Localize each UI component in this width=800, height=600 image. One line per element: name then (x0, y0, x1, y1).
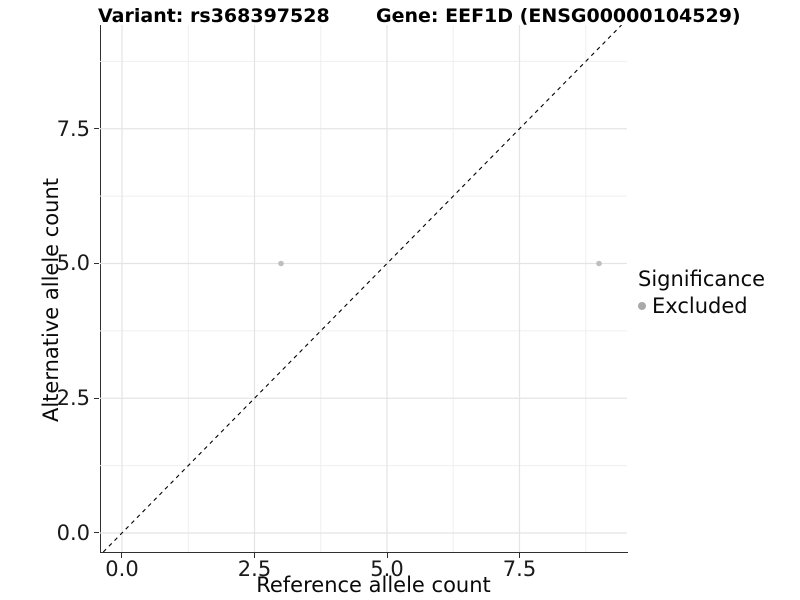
y-tick-label: 2.5 (56, 386, 90, 411)
y-tick-label: 7.5 (56, 116, 90, 141)
y-tick-label: 0.0 (56, 520, 90, 545)
x-tick-mark (519, 553, 520, 558)
legend-title: Significance (638, 267, 766, 291)
y-tick-mark (94, 262, 99, 264)
x-tick-label: 0.0 (105, 557, 139, 581)
legend-key-dot (638, 302, 646, 310)
plot-canvas (100, 25, 627, 552)
data-point (596, 260, 602, 267)
legend: Significance Excluded (638, 267, 765, 318)
x-tick-mark (121, 553, 123, 558)
y-tick-mark (94, 397, 99, 399)
x-tick-label: 7.5 (502, 557, 537, 581)
gene-title: Gene: EEF1D (ENSG00000104529) (376, 5, 741, 27)
legend-item-label: Excluded (652, 294, 748, 318)
y-tick-mark (94, 532, 99, 534)
x-axis-title: Reference allele count (256, 573, 491, 597)
x-tick-mark (386, 553, 388, 558)
variant-title: Variant: rs368397528 (98, 5, 330, 27)
x-tick-label: 5.0 (370, 557, 404, 581)
data-point (278, 260, 284, 267)
legend-item-excluded: Excluded (638, 294, 765, 318)
identity-line (102, 25, 622, 552)
x-tick-label: 2.5 (237, 557, 272, 581)
y-tick-label: 5.0 (56, 251, 90, 276)
x-tick-mark (254, 553, 255, 558)
y-tick-mark (94, 128, 99, 130)
figure-title: Variant: rs368397528 Gene: EEF1D (ENSG00… (0, 4, 800, 28)
